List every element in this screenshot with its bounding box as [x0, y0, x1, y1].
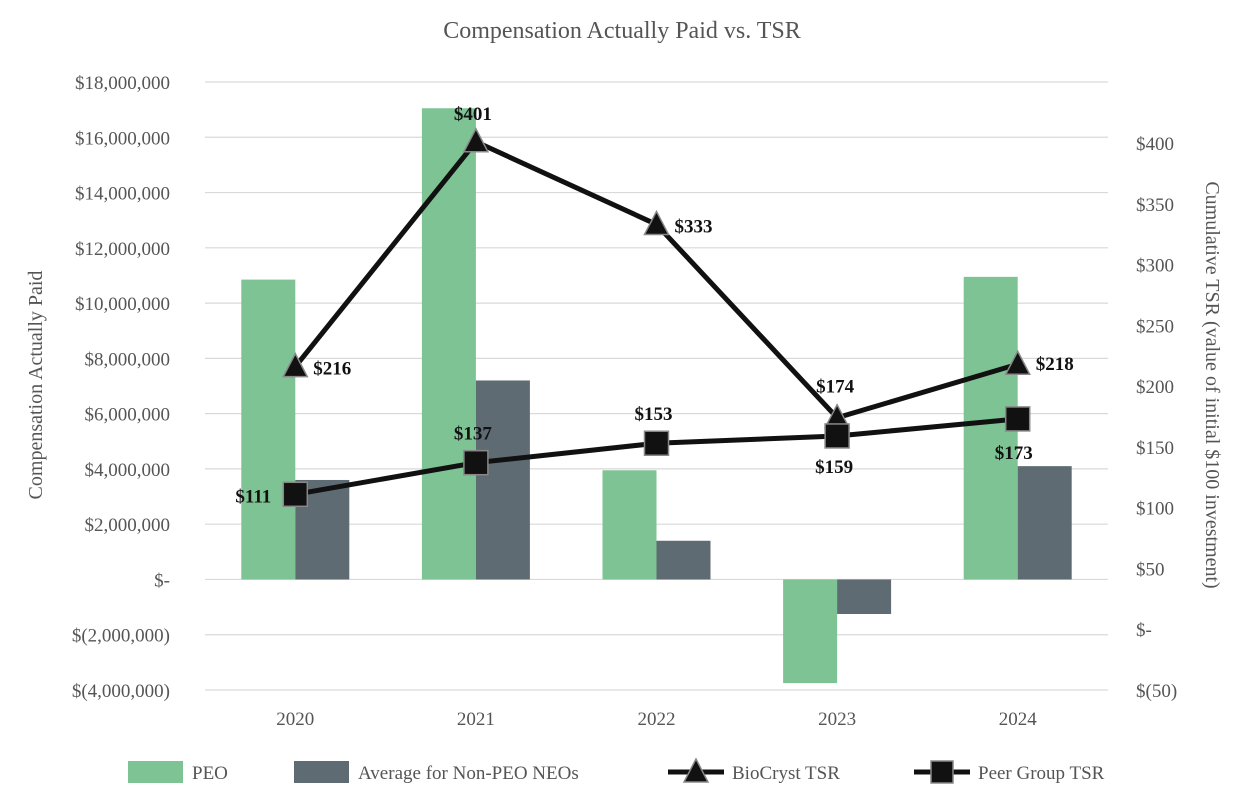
line-series: $216 $401 $333 $174 $218 $111 $137 $153 $159 $173: [235, 104, 1073, 508]
peer-group-tsr-data-label: $159: [815, 457, 853, 478]
peo-bar: [783, 579, 838, 684]
peer-group-tsr-marker: [643, 430, 670, 456]
peo-bar: [241, 279, 296, 580]
right-axis-tick-label: $50: [1136, 559, 1165, 580]
right-axis-tick-label: $(50): [1136, 681, 1177, 702]
biocryst-tsr-data-label: $333: [675, 216, 713, 237]
left-axis-tick-label: $12,000,000: [75, 239, 170, 260]
biocryst-tsr-data-label: $216: [313, 359, 351, 380]
non-peo-neo-bar: [1017, 466, 1072, 580]
right-axis-tick-label: $350: [1136, 195, 1174, 216]
x-axis-tick-label: 2023: [818, 709, 856, 730]
non-peo-neo-bar: [837, 579, 892, 614]
chart-title: Compensation Actually Paid vs. TSR: [443, 18, 801, 44]
non-peo-neo-bar: [656, 540, 711, 580]
peer-group-tsr-data-label: $173: [995, 443, 1033, 464]
peer-group-tsr-marker: [824, 423, 850, 449]
x-axis-tick-label: 2021: [457, 709, 495, 730]
peer-group-tsr-data-label: $111: [235, 486, 271, 507]
x-axis-tick-label: 2024: [999, 709, 1038, 730]
left-axis-tick-label: $6,000,000: [85, 405, 171, 426]
bar-series: [241, 108, 1072, 684]
biocryst-tsr-marker: [643, 209, 670, 236]
non-peo-neo-bar: [475, 380, 530, 580]
peer-group-tsr-data-label: $137: [454, 424, 493, 445]
right-axis-tick-label: $150: [1136, 438, 1174, 459]
right-axis-tick-label: $400: [1136, 134, 1174, 155]
left-axis-tick-label: $10,000,000: [75, 294, 170, 315]
peer-group-tsr-marker: [1004, 406, 1031, 432]
legend-biocryst-marker: [682, 757, 710, 783]
legend-peer-group-marker: [930, 760, 954, 784]
biocryst-tsr-line: [293, 139, 1019, 421]
right-axis-tick-label: $200: [1136, 377, 1174, 398]
right-axis-tick-label: $-: [1136, 620, 1152, 641]
peer-group-tsr-data-label: $153: [635, 404, 673, 425]
peo-bar: [421, 108, 476, 580]
biocryst-tsr-data-label: $218: [1036, 354, 1074, 375]
right-axis-ticks: $400 $350 $300 $250 $200 $150 $100 $50 $- $(50): [1136, 134, 1177, 702]
biocryst-tsr-data-label: $401: [454, 104, 492, 125]
right-axis-tick-label: $300: [1136, 256, 1174, 277]
legend: PEO Average for Non-PEO NEOs BioCryst TSR P…: [128, 757, 1105, 784]
right-axis-tick-label: $250: [1136, 316, 1174, 337]
legend-peo-swatch: [128, 761, 183, 783]
left-axis-tick-label: $18,000,000: [75, 73, 170, 94]
left-axis-tick-label: $4,000,000: [85, 460, 171, 481]
left-axis-tick-label: $-: [154, 570, 170, 591]
right-axis-title: Cumulative TSR (value of initial $100 in…: [1201, 181, 1223, 588]
legend-non-peo-label: Average for Non-PEO NEOs: [358, 763, 579, 784]
left-axis-tick-label: $(2,000,000): [72, 626, 170, 647]
left-axis-tick-label: $8,000,000: [85, 349, 171, 370]
peer-group-tsr-marker: [463, 449, 489, 476]
left-axis-title: Compensation Actually Paid: [25, 271, 47, 500]
x-axis-ticks: 2020 2021 2022 2023 2024: [276, 709, 1037, 730]
legend-non-peo-swatch: [294, 761, 349, 783]
biocryst-tsr-marker: [1004, 349, 1031, 375]
right-axis-tick-label: $100: [1136, 499, 1174, 520]
peer-group-tsr-marker: [282, 481, 309, 508]
biocryst-tsr-data-label: $174: [816, 377, 855, 398]
legend-peer-group-label: Peer Group TSR: [978, 763, 1105, 784]
left-axis-tick-label: $2,000,000: [85, 515, 171, 536]
peo-bar: [602, 470, 657, 580]
biocryst-tsr-marker: [462, 127, 490, 153]
legend-biocryst-label: BioCryst TSR: [732, 763, 840, 784]
biocryst-tsr-marker: [282, 352, 309, 378]
left-axis-tick-label: $14,000,000: [75, 184, 170, 205]
x-axis-tick-label: 2020: [276, 709, 314, 730]
legend-peo-label: PEO: [192, 763, 228, 784]
left-axis-tick-label: $(4,000,000): [72, 681, 170, 702]
x-axis-tick-label: 2022: [638, 709, 676, 730]
left-axis-ticks: $18,000,000 $16,000,000 $14,000,000 $12,000…: [72, 73, 170, 702]
left-axis-tick-label: $16,000,000: [75, 128, 170, 149]
